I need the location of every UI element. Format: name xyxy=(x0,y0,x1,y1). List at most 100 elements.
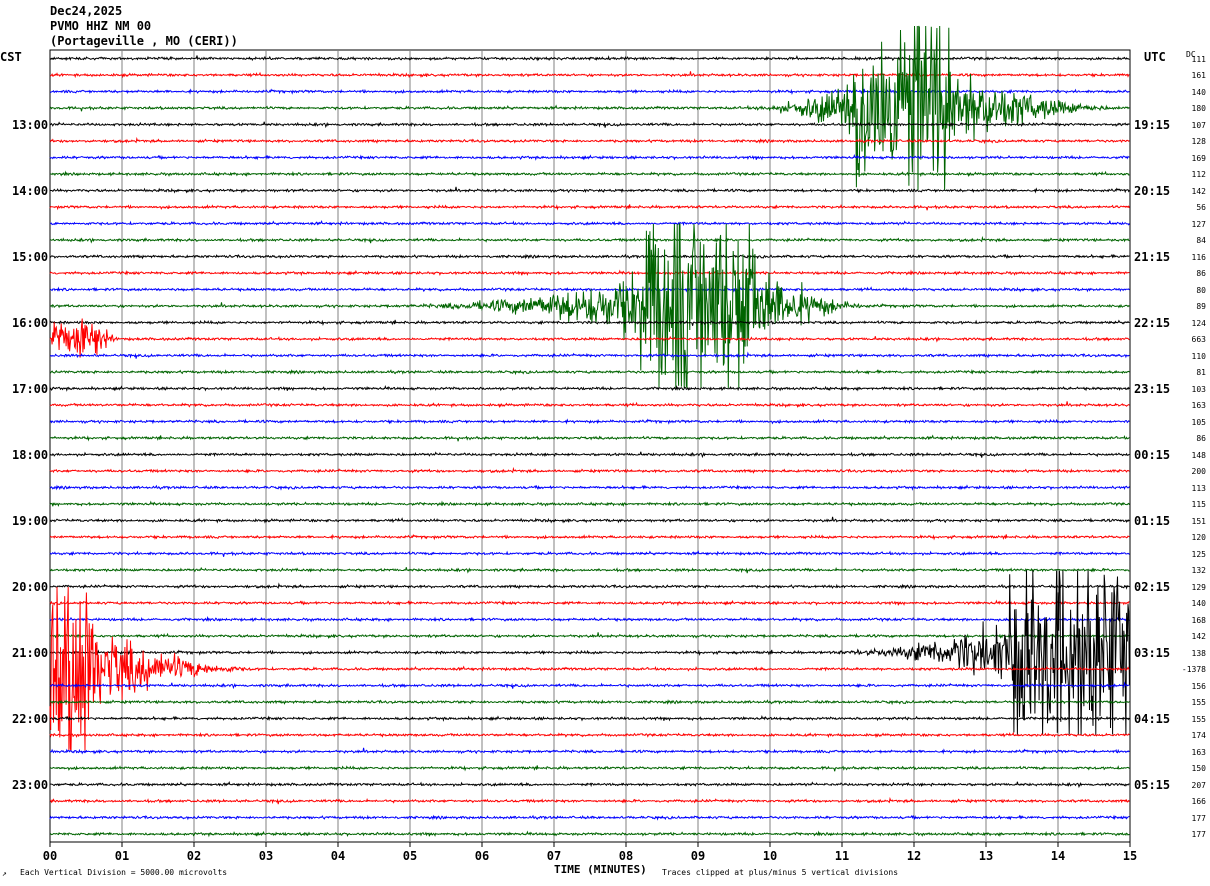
trace-37 xyxy=(49,586,1130,752)
dc-offset-label: 148 xyxy=(1191,450,1206,460)
dc-offset-label: 120 xyxy=(1191,533,1206,542)
dc-offset-label: 155 xyxy=(1191,714,1206,724)
dc-offset-label: 155 xyxy=(1191,698,1206,707)
trace-6 xyxy=(49,154,1130,161)
right-hour-label: 19:15 xyxy=(1134,117,1171,132)
trace-32 xyxy=(49,582,1130,590)
trace-15 xyxy=(49,223,1130,389)
plot-date: Dec24,2025 xyxy=(50,4,123,18)
dc-offset-label: 84 xyxy=(1196,236,1206,245)
dc-offset-label: 663 xyxy=(1191,335,1206,344)
trace-7 xyxy=(49,170,1130,178)
trace-40 xyxy=(49,714,1130,722)
dc-offset-label: 129 xyxy=(1191,582,1206,592)
x-tick-label: 06 xyxy=(475,849,489,863)
dc-offset-label: 132 xyxy=(1191,566,1206,575)
x-tick-label: 11 xyxy=(835,849,849,863)
x-tick-label: 08 xyxy=(619,849,633,863)
trace-16 xyxy=(49,319,1130,326)
x-tick-label: 07 xyxy=(547,849,561,863)
dc-offset-label: 163 xyxy=(1191,401,1206,410)
trace-19 xyxy=(49,369,1130,376)
dc-offset-label: 142 xyxy=(1191,186,1206,196)
dc-offset-label: 169 xyxy=(1191,153,1206,163)
trace-45 xyxy=(49,796,1130,805)
dc-offset-label: 115 xyxy=(1191,500,1206,509)
trace-9 xyxy=(49,204,1130,211)
trace-1 xyxy=(49,71,1130,79)
left-hour-label: 19:00 xyxy=(12,513,49,528)
x-tick-label: 13 xyxy=(979,849,993,863)
left-hour-label: 16:00 xyxy=(12,315,49,330)
left-hour-label: 18:00 xyxy=(12,447,49,462)
x-tick-label: 02 xyxy=(187,849,201,863)
dc-offset-label: 107 xyxy=(1191,120,1206,130)
x-tick-label: 10 xyxy=(763,849,777,863)
x-tick-label: 01 xyxy=(115,849,129,863)
dc-offset-label: 80 xyxy=(1196,285,1206,295)
trace-20 xyxy=(49,384,1130,392)
dc-offset-label: 207 xyxy=(1191,780,1206,790)
dc-offset-label: 177 xyxy=(1191,830,1206,839)
clip-note: Traces clipped at plus/minus 5 vertical … xyxy=(662,868,899,877)
dc-offset-label: 125 xyxy=(1191,549,1206,559)
dc-offset-label: 124 xyxy=(1191,318,1206,328)
trace-10 xyxy=(49,219,1130,227)
left-hour-label: 17:00 xyxy=(12,381,49,396)
right-timezone-label: UTC xyxy=(1144,50,1166,64)
trace-17 xyxy=(49,318,1130,358)
trace-47 xyxy=(50,830,1130,838)
right-hour-label: 03:15 xyxy=(1134,645,1171,660)
dc-offset-label: 89 xyxy=(1196,302,1206,311)
dc-offset-label: 174 xyxy=(1191,731,1206,740)
trace-38 xyxy=(49,681,1130,690)
trace-22 xyxy=(49,418,1130,425)
trace-34 xyxy=(49,615,1130,623)
right-hour-label: 04:15 xyxy=(1134,711,1171,726)
dc-offset-label: 86 xyxy=(1196,434,1206,443)
dc-offset-label: 177 xyxy=(1191,813,1206,823)
trace-18 xyxy=(49,351,1130,359)
dc-offset-label: 105 xyxy=(1191,417,1206,427)
trace-28 xyxy=(49,516,1130,524)
scale-note: Each Vertical Division = 5000.00 microvo… xyxy=(20,868,228,877)
dc-offset-label: 128 xyxy=(1191,137,1206,146)
trace-25 xyxy=(49,466,1130,474)
dc-offset-label: 127 xyxy=(1191,219,1206,229)
left-hour-label: 15:00 xyxy=(12,249,49,264)
dc-offset-label: 163 xyxy=(1191,747,1206,757)
dc-header: DC xyxy=(1186,50,1196,59)
trace-46 xyxy=(49,814,1130,821)
dc-offset-label: 103 xyxy=(1191,384,1206,394)
dc-offset-label: 168 xyxy=(1191,615,1206,625)
left-hour-label: 14:00 xyxy=(12,183,49,198)
dc-offset-label: 86 xyxy=(1196,269,1206,278)
dc-offset-label: 151 xyxy=(1191,516,1206,526)
dc-offset-label: -1378 xyxy=(1181,665,1206,674)
trace-31 xyxy=(49,566,1130,574)
trace-8 xyxy=(49,186,1130,194)
trace-21 xyxy=(49,401,1130,409)
trace-36 xyxy=(49,570,1130,735)
trace-27 xyxy=(49,500,1130,508)
x-tick-label: 09 xyxy=(691,849,705,863)
dc-offset-label: 180 xyxy=(1191,104,1206,113)
right-hour-label: 20:15 xyxy=(1134,183,1171,198)
trace-5 xyxy=(49,136,1130,145)
right-hour-label: 21:15 xyxy=(1134,249,1171,264)
dc-offset-label: 166 xyxy=(1191,797,1206,806)
trace-26 xyxy=(49,484,1130,491)
trace-24 xyxy=(49,451,1130,459)
plot-frame xyxy=(49,49,1131,843)
dc-offset-label: 56 xyxy=(1196,203,1206,212)
x-axis-title: TIME (MINUTES) xyxy=(554,863,647,876)
x-tick-label: 04 xyxy=(331,849,345,863)
trace-2 xyxy=(49,88,1130,95)
x-tick-label: 14 xyxy=(1051,849,1065,863)
left-hour-label: 23:00 xyxy=(12,777,49,792)
corner-mark: ↗ xyxy=(2,869,7,878)
left-hour-label: 13:00 xyxy=(12,117,49,132)
right-hour-label: 22:15 xyxy=(1134,315,1171,330)
trace-43 xyxy=(50,765,1130,772)
